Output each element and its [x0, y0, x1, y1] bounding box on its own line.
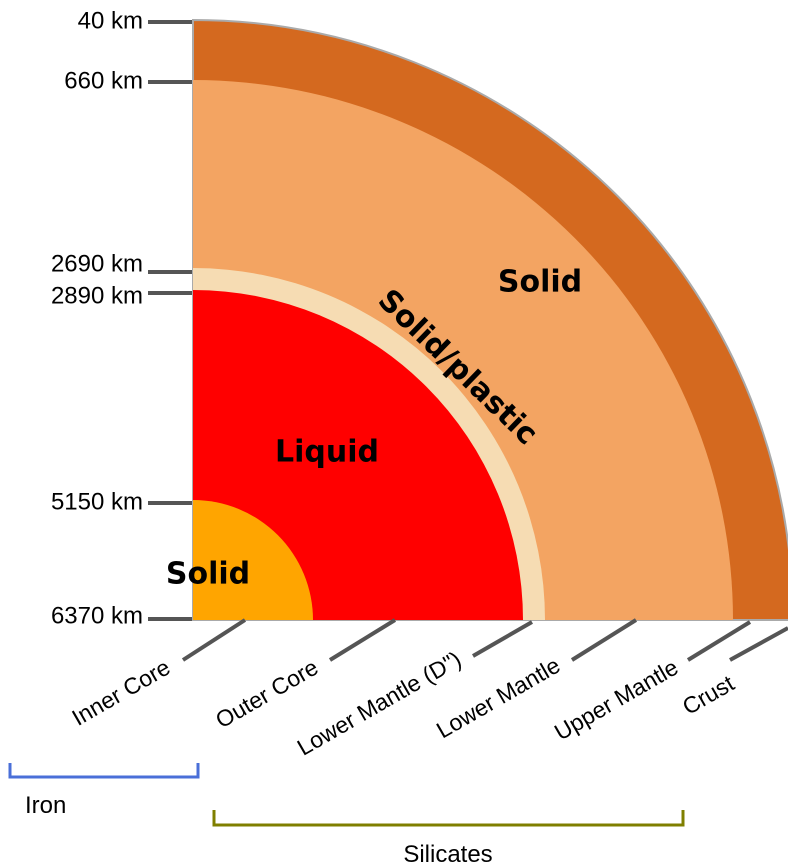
depth-label: 2890 km	[51, 282, 143, 309]
depth-ticks: 40 km 660 km 2690 km 2890 km 5150 km 637…	[51, 7, 192, 629]
layer-label: Inner Core	[67, 654, 174, 731]
state-label: Solid	[498, 265, 582, 300]
state-label: Liquid	[275, 435, 379, 470]
groups: Iron Silicates	[8, 763, 685, 866]
leader	[472, 620, 533, 658]
depth-label: 40 km	[78, 7, 143, 34]
iron-bracket	[8, 763, 200, 779]
depth-label: 6370 km	[51, 602, 143, 629]
layer-label: Upper Mantle	[550, 654, 683, 746]
layer-labels: Inner Core Outer Core Lower Mantle (D") …	[67, 618, 788, 761]
leader	[181, 618, 247, 662]
silicates-bracket	[212, 810, 685, 827]
leader	[328, 618, 397, 662]
depth-label: 5150 km	[51, 488, 143, 515]
layers-quadrant	[192, 18, 788, 621]
group-label: Silicates	[403, 841, 492, 866]
inner-core	[193, 500, 313, 620]
depth-label: 660 km	[64, 67, 143, 94]
group-label: Iron	[25, 792, 66, 819]
depth-label: 2690 km	[51, 250, 143, 277]
leader	[570, 618, 638, 662]
leader	[729, 626, 788, 662]
layer-label: Lower Mantle (D")	[293, 646, 466, 761]
layer-label: Outer Core	[211, 654, 323, 733]
state-label: Solid	[166, 557, 250, 592]
leader	[686, 620, 752, 662]
layer-label: Crust	[678, 670, 739, 720]
